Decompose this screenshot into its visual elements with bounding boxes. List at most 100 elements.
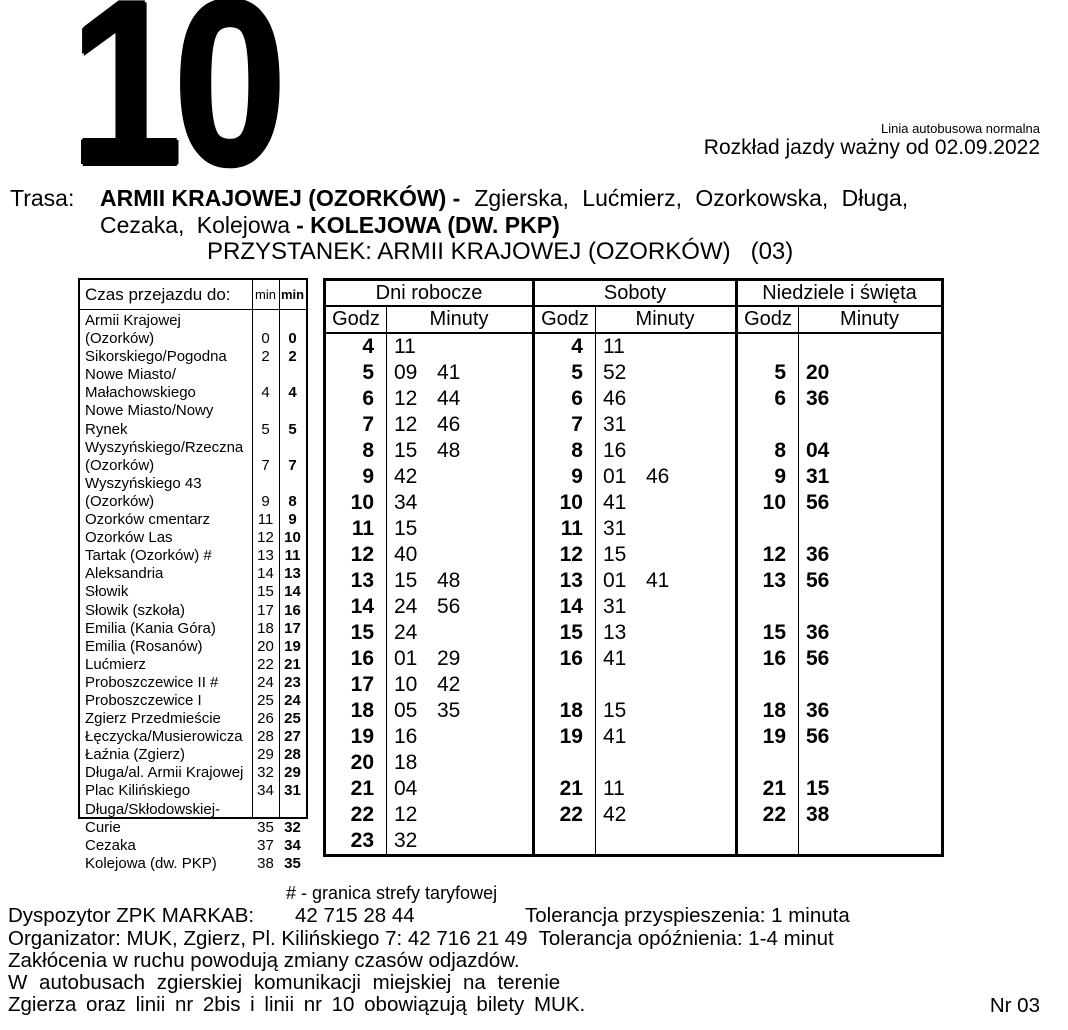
- stop-name: Zgierz Przedmieście: [85, 710, 221, 728]
- travel-time-direction-2: 28: [284, 746, 301, 764]
- stop-name: Kolejowa (dw. PKP): [85, 854, 217, 872]
- travel-time-direction-2: 5: [288, 420, 297, 438]
- timetable-row: 18 15: [535, 698, 735, 724]
- minute-value: 56: [806, 647, 830, 670]
- minutes-cell: [595, 750, 735, 776]
- timetable-row: 18 36: [738, 698, 941, 724]
- minutes-cell: 01 29: [386, 646, 532, 672]
- minutes-cell: 13: [595, 620, 735, 646]
- travel-time-direction-2: 0: [288, 330, 297, 348]
- travel-time-direction-1: 12: [257, 529, 274, 547]
- travel-time-direction-2: 19: [284, 637, 301, 655]
- minute-value: 31: [602, 595, 627, 618]
- travel-time-direction-2: 14: [284, 583, 301, 601]
- stop-name: Łaźnia (Zgierz): [85, 746, 186, 764]
- hour-cell: 15: [350, 621, 374, 644]
- hour-cell: [535, 828, 595, 854]
- minute-value: 15: [602, 699, 627, 722]
- hour-cell: 6: [362, 387, 374, 410]
- panel-body: Godz Minuty 5 20 6 36 8 04 9 31 10 56 12 36 13 56 15 36 16…: [738, 307, 941, 854]
- hour-cell: 16: [350, 647, 374, 670]
- minute-value: 41: [602, 647, 627, 670]
- timetable-row: 23 32: [326, 828, 532, 854]
- minute-value: 15: [602, 543, 627, 566]
- stops-table-row: Emilia (Rosanów) 20 19: [80, 638, 306, 656]
- travel-time-direction-2: 32: [284, 818, 301, 836]
- route-start: ARMII KRAJOWEJ (OZORKÓW) -: [100, 185, 461, 211]
- stops-table-row: Długa/al. Armii Krajowej 32 29: [80, 764, 306, 782]
- minutes-cell: 31: [595, 412, 735, 438]
- hour-cell: 4: [571, 335, 583, 358]
- travel-time-direction-2: 31: [284, 782, 301, 800]
- hour-cell: 19: [350, 725, 374, 748]
- minutes-column-header: Minuty: [840, 308, 899, 330]
- departures-table: Dni robocze Godz Minuty 4 11 5 09 41 6 12 44 7 12 46 8…: [323, 278, 944, 857]
- hour-minute-divider: [798, 307, 799, 854]
- hour-cell: 13: [762, 569, 786, 592]
- travel-time-direction-1: 26: [257, 710, 274, 728]
- travel-time-direction-1: 24: [257, 673, 274, 691]
- stops-table-row: Słowik 15 14: [80, 583, 306, 601]
- tickets-note-line-1: W autobusach zgierskiej komunikacji miej…: [8, 971, 561, 994]
- minute-value: 56: [806, 569, 830, 592]
- minute-value: 44: [437, 387, 461, 410]
- minutes-cell: 36: [798, 698, 941, 724]
- stops-table-row: Tartak (Ozorków) # 13 11: [80, 547, 306, 565]
- minute-value: 32: [394, 829, 418, 852]
- hour-cell: 14: [350, 595, 374, 618]
- route-end: - KOLEJOWA (DW. PKP): [296, 212, 560, 238]
- stops-table-row: Ozorków cmentarz 11 9: [80, 511, 306, 529]
- timetable-row: 11 31: [535, 516, 735, 542]
- timetable-row: 13 56: [738, 568, 941, 594]
- timetable-row: 20 18: [326, 750, 532, 776]
- stops-table-row: Słowik (szkoła) 17 16: [80, 602, 306, 620]
- timetable-panel: Niedziele i święta Godz Minuty 5 20 6 36 8 04 9 31…: [735, 281, 941, 854]
- minutes-cell: [798, 516, 941, 542]
- travel-time-direction-2: 16: [284, 601, 301, 619]
- timetable-row: 8 15 48: [326, 438, 532, 464]
- minutes-cell: 42: [595, 802, 735, 828]
- panel-subheader: Godz Minuty: [534, 307, 735, 334]
- stop-name: Sikorskiego/Pogodna: [85, 348, 227, 366]
- timetable-row: 9 01 46: [535, 464, 735, 490]
- stops-table-header: Czas przejazdu do: min min: [80, 280, 306, 310]
- timetable-row: 10 34: [326, 490, 532, 516]
- timetable-row: 7 12 46: [326, 412, 532, 438]
- top-right-block: Linia autobusowa normalna Rozkład jazdy …: [704, 121, 1040, 160]
- minutes-cell: [798, 750, 941, 776]
- travel-time-direction-1: 4: [261, 384, 270, 402]
- minutes-cell: [595, 828, 735, 854]
- stop-name: Ozorków cmentarz: [85, 511, 211, 529]
- stops-table-row: Proboszczewice I 25 24: [80, 692, 306, 710]
- hour-cell: [535, 672, 595, 698]
- tolerance-early-note: Tolerancja przyspieszenia: 1 minuta: [525, 904, 850, 927]
- timetable-row: 19 56: [738, 724, 941, 750]
- stops-table-row: Nowe Miasto/Nowy Rynek 5 5: [80, 402, 306, 438]
- minute-value: 11: [602, 335, 625, 358]
- travel-time-direction-2: 25: [284, 710, 301, 728]
- stop-name: Lućmierz: [85, 655, 146, 673]
- timetable-row: [738, 672, 941, 698]
- timetable-row: 4 11: [535, 334, 735, 360]
- minutes-cell: 11: [595, 776, 735, 802]
- travel-time-direction-2: 23: [284, 673, 301, 691]
- stops-table-row: Łęczycka/Musierowicza 28 27: [80, 728, 306, 746]
- minute-value: 15: [806, 777, 830, 800]
- timetable-row: 15 36: [738, 620, 941, 646]
- panel-subheader: Godz Minuty: [326, 307, 532, 334]
- minutes-cell: 15: [798, 776, 941, 802]
- minute-value: 42: [602, 803, 627, 826]
- minutes-cell: 09 41: [386, 360, 532, 386]
- stops-table-row: Sikorskiego/Pogodna 2 2: [80, 348, 306, 366]
- timetable-row: 10 56: [738, 490, 941, 516]
- minute-value: 42: [437, 673, 461, 696]
- hour-cell: [535, 750, 595, 776]
- travel-time-direction-1: 38: [257, 854, 274, 872]
- hour-cell: 21: [559, 777, 583, 800]
- validity-label: Rozkład jazdy ważny od 02.09.2022: [703, 136, 1040, 159]
- travel-time-direction-1: 29: [257, 746, 274, 764]
- stops-table-row: Plac Kilińskiego 34 31: [80, 782, 306, 800]
- stop-name: Emilia (Rosanów): [85, 637, 203, 655]
- travel-time-direction-2: 8: [288, 492, 297, 510]
- minutes-cell: 05 35: [386, 698, 532, 724]
